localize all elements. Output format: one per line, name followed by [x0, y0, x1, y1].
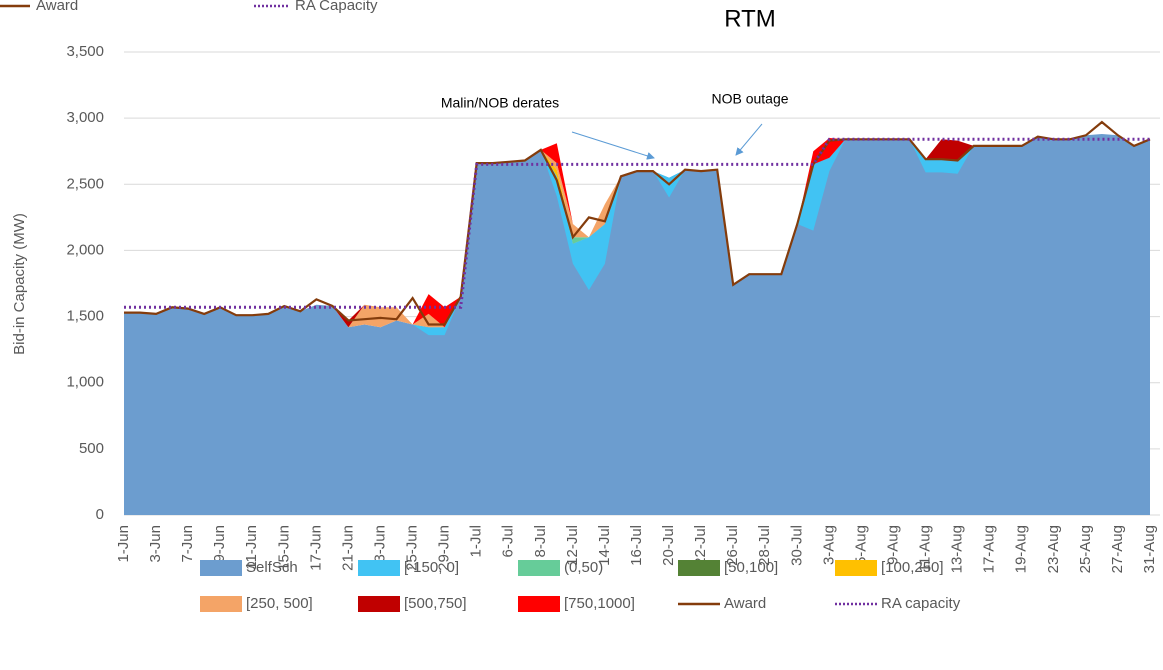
legend-swatch: [518, 560, 560, 576]
x-tick-label: 9-Jun: [211, 525, 228, 563]
legend-label: RA capacity: [881, 595, 961, 612]
x-tick-label: 30-Jul: [788, 525, 805, 566]
legend-swatch: [835, 560, 877, 576]
y-tick-label: 1,500: [66, 308, 104, 325]
legend-swatch: [200, 560, 242, 576]
x-tick-label: 17-Aug: [981, 525, 998, 573]
legend-label: [750,1000]: [564, 595, 635, 612]
x-tick-label: 5-Aug: [852, 525, 869, 565]
legend-swatch: [678, 560, 720, 576]
x-tick-label: 3-Aug: [820, 525, 837, 565]
top-legend-label: Award: [36, 0, 78, 14]
legend-label: SelfSch: [246, 559, 298, 576]
y-tick-label: 2,000: [66, 241, 104, 258]
line: [124, 120, 1151, 326]
x-tick-label: 27-Aug: [1109, 525, 1126, 573]
x-tick-label: 1-Jul: [468, 525, 485, 558]
x-tick-label: 29-Jun: [436, 525, 453, 571]
x-tick-label: 9-Aug: [884, 525, 901, 565]
x-tick-label: 11-Jun: [243, 525, 260, 570]
x-tick-label: 6-Jul: [500, 525, 517, 558]
x-tick-label: 8-Jul: [532, 525, 549, 558]
x-tick-label: 23-Jun: [371, 525, 388, 571]
x-tick-label: 22-Jul: [692, 525, 709, 566]
plot-area: [124, 51, 1160, 516]
chart-title: RTM: [724, 5, 776, 32]
legend-label: [250, 500]: [246, 595, 313, 612]
x-tick-label: 14-Jul: [596, 525, 613, 566]
legend-label: Award: [724, 595, 766, 612]
x-tick-label: 16-Jul: [628, 525, 645, 566]
x-tick-label: 15-Jun: [275, 525, 292, 571]
y-tick-label: 1,000: [66, 374, 104, 391]
x-tick-label: 20-Jul: [660, 525, 677, 566]
annotation-arrow: [571, 131, 655, 160]
top-legend-label: RA Capacity: [295, 0, 378, 14]
y-tick-label: 3,500: [66, 43, 104, 60]
area: [124, 134, 1150, 515]
y-tick-label: 500: [79, 440, 104, 457]
legend-swatch: [358, 596, 400, 612]
annotation: Malin/NOB derates: [441, 95, 559, 111]
x-tick-label: 3-Jun: [147, 525, 164, 563]
annotation: NOB outage: [711, 91, 788, 107]
x-tick-label: 26-Jul: [724, 525, 741, 566]
legend-swatch: [358, 560, 400, 576]
y-tick-label: 0: [96, 506, 104, 523]
line: [124, 137, 1150, 309]
x-tick-label: 17-Jun: [307, 525, 324, 571]
x-tick-label: 12-Jul: [564, 525, 581, 566]
y-tick-label: 3,000: [66, 109, 104, 126]
legend-swatch: [518, 596, 560, 612]
annotation-arrow: [735, 123, 763, 156]
x-tick-label: 31-Aug: [1141, 525, 1158, 573]
x-tick-label: 25-Jun: [404, 525, 421, 571]
x-tick-label: 23-Aug: [1045, 525, 1062, 573]
legend-label: [50,100]: [724, 559, 778, 576]
legend-label: [-150, 0]: [404, 559, 459, 576]
x-tick-label: 25-Aug: [1077, 525, 1094, 573]
x-tick-label: 13-Aug: [949, 525, 966, 573]
y-axis-label: Bid-in Capacity (MW): [11, 213, 28, 355]
x-tick-label: 1-Jun: [115, 525, 132, 563]
legend-label: [500,750]: [404, 595, 467, 612]
y-tick-label: 2,500: [66, 175, 104, 192]
legend-swatch: [200, 596, 242, 612]
x-tick-label: 19-Aug: [1013, 525, 1030, 573]
x-tick-label: 28-Jul: [756, 525, 773, 566]
x-tick-label: 7-Jun: [179, 525, 196, 563]
legend-label: [100,250]: [881, 559, 944, 576]
x-tick-label: 21-Jun: [339, 525, 356, 571]
legend-label: (0,50): [564, 559, 603, 576]
x-tick-label: 11-Aug: [917, 525, 934, 572]
